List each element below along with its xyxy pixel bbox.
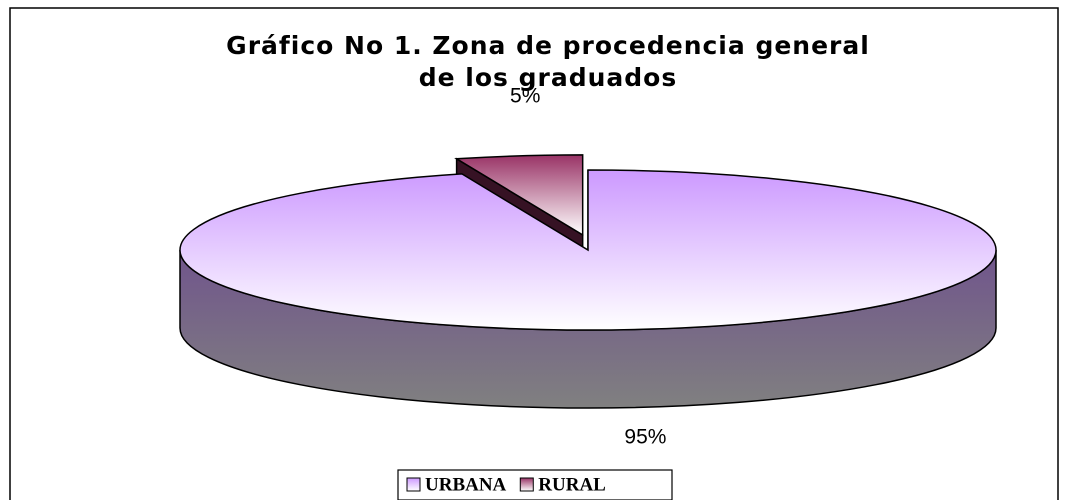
chart-title: de los graduados [419,63,678,92]
data-label: 5% [510,84,540,107]
data-label: 95% [624,426,666,449]
legend-box [397,469,673,500]
slice [454,154,584,237]
legend-swatch [406,477,421,492]
legend-label: URBANA [425,474,507,495]
slice [179,169,997,331]
legend-label: RURAL [538,474,606,495]
chart-title: Gráfico No 1. Zona de procedencia genera… [226,31,870,60]
legend-swatch [519,477,534,492]
